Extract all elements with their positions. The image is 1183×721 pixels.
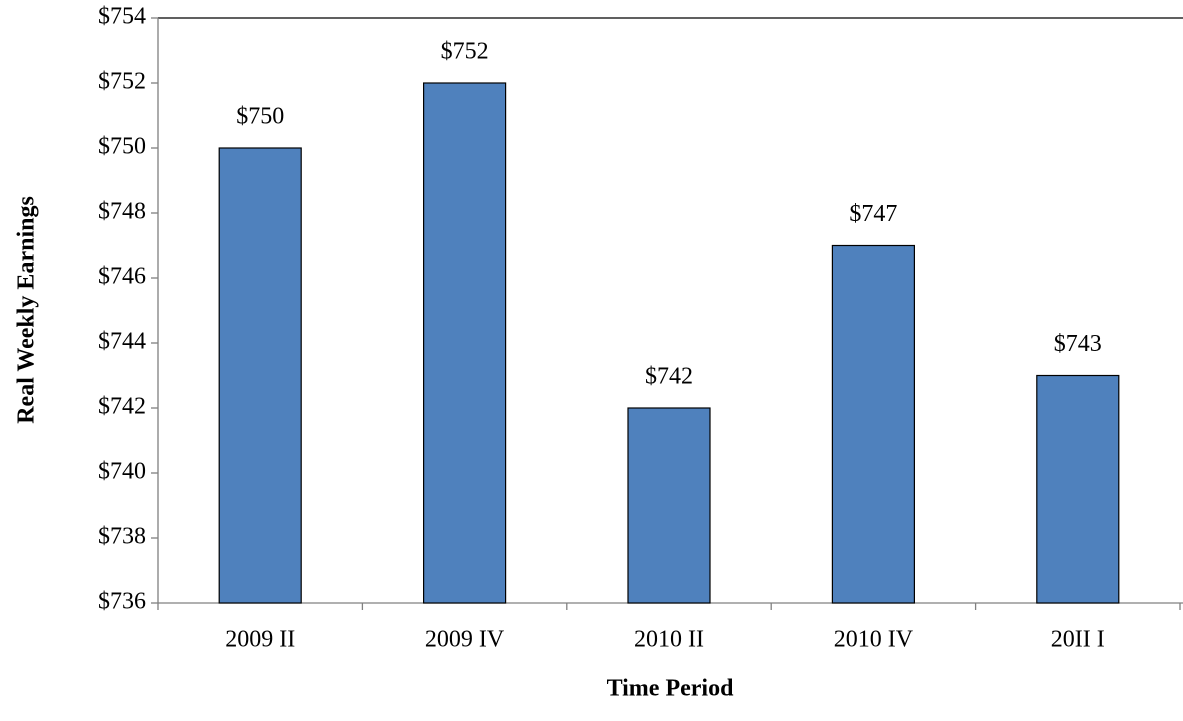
bar: [1036, 374, 1120, 604]
x-tick-label: 2009 IV: [425, 627, 505, 653]
value-label: $742: [645, 364, 693, 390]
bar: [423, 82, 507, 604]
x-tick-label: 20II I: [1051, 627, 1105, 653]
value-label: $747: [849, 201, 897, 227]
y-tick-label: $748: [98, 199, 146, 225]
y-tick-label: $746: [98, 264, 146, 290]
y-tick-label: $742: [98, 394, 146, 420]
y-axis-title: Real Weekly Earnings: [14, 196, 40, 424]
value-label: $743: [1054, 331, 1102, 357]
x-tick-label: 2009 II: [225, 627, 295, 653]
bar: [831, 244, 916, 604]
x-axis-title: Time Period: [607, 676, 735, 702]
value-label: $752: [441, 39, 489, 65]
y-tick-label: $736: [98, 589, 146, 615]
y-tick-label: $740: [98, 459, 146, 485]
value-label: $750: [236, 104, 284, 130]
bar: [218, 147, 302, 604]
x-tick-label: 2010 II: [634, 627, 704, 653]
y-tick-label: $738: [98, 524, 146, 550]
y-tick-label: $752: [98, 69, 146, 95]
y-tick-label: $754: [98, 4, 146, 30]
y-tick-label: $744: [98, 329, 146, 355]
y-tick-label: $750: [98, 134, 146, 160]
x-tick-label: 2010 IV: [834, 627, 914, 653]
bar: [627, 407, 711, 604]
